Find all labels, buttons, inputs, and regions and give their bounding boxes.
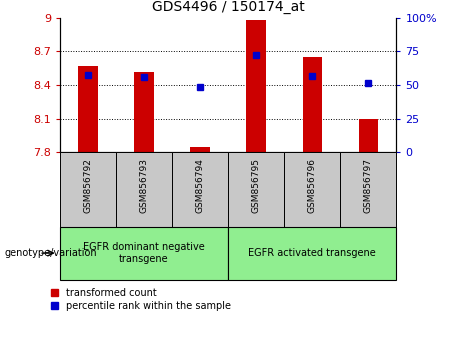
- Text: GSM856794: GSM856794: [195, 158, 205, 213]
- Text: GSM856797: GSM856797: [364, 158, 373, 213]
- Bar: [78, 66, 98, 152]
- Bar: [284, 152, 340, 227]
- Bar: [359, 119, 378, 152]
- Bar: [190, 147, 210, 152]
- Bar: [116, 152, 172, 227]
- Bar: [60, 152, 116, 227]
- Text: GSM856795: GSM856795: [252, 158, 261, 213]
- Bar: [60, 227, 228, 280]
- Text: EGFR activated transgene: EGFR activated transgene: [248, 248, 376, 258]
- Bar: [302, 57, 322, 152]
- Bar: [247, 20, 266, 152]
- Text: GSM856792: GSM856792: [83, 158, 93, 213]
- Text: genotype/variation: genotype/variation: [5, 248, 97, 258]
- Text: EGFR dominant negative
transgene: EGFR dominant negative transgene: [83, 242, 205, 264]
- Text: GSM856793: GSM856793: [140, 158, 148, 213]
- Bar: [340, 152, 396, 227]
- Bar: [228, 227, 396, 280]
- Text: GSM856796: GSM856796: [308, 158, 317, 213]
- Bar: [134, 72, 154, 152]
- Title: GDS4496 / 150174_at: GDS4496 / 150174_at: [152, 0, 305, 14]
- Bar: [172, 152, 228, 227]
- Bar: [228, 152, 284, 227]
- Legend: transformed count, percentile rank within the sample: transformed count, percentile rank withi…: [51, 288, 230, 311]
